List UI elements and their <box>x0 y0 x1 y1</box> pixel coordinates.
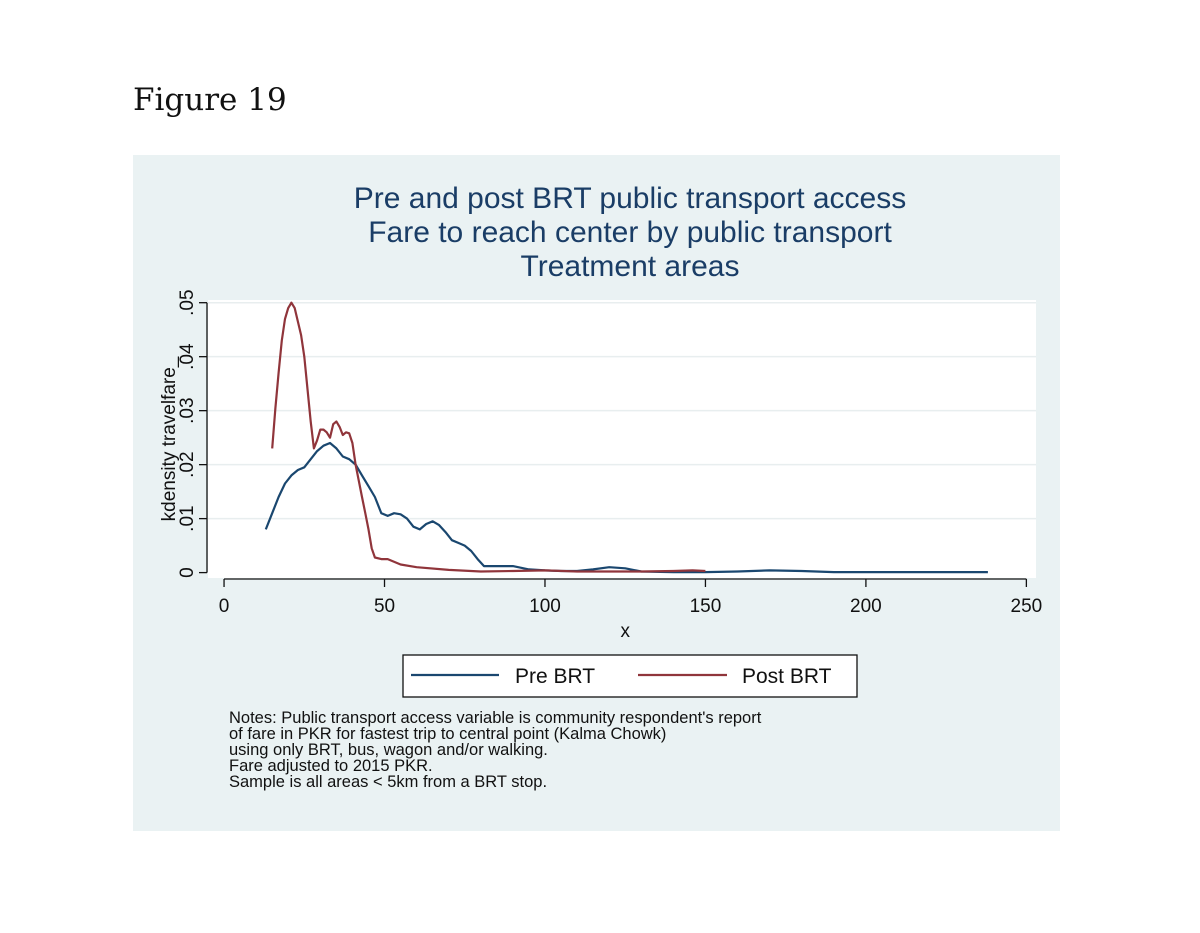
notes: Notes: Public transport access variable … <box>229 709 762 791</box>
legend-label-post-brt: Post BRT <box>742 665 832 688</box>
figure-label: Figure 19 <box>133 82 287 118</box>
chart-title-line: Fare to reach center by public transport <box>368 216 892 249</box>
x-tick-label: 150 <box>690 596 722 617</box>
y-tick-label: .02 <box>177 451 198 477</box>
axes: 0 .01 .02 .03 .04 .05 kdensity travelfare_ 0 50 1… <box>159 289 1042 642</box>
chart-title-line: Treatment areas <box>521 250 740 283</box>
y-tick-label: .01 <box>177 505 198 531</box>
y-tick-label: .05 <box>177 289 198 315</box>
y-tick-label: .03 <box>177 397 198 423</box>
y-tick-label: 0 <box>177 567 198 578</box>
legend-label-pre-brt: Pre BRT <box>515 665 595 688</box>
note-line: of fare in PKR for fastest trip to centr… <box>229 725 667 743</box>
chart-title-line: Pre and post BRT public transport access <box>354 182 907 215</box>
y-axis-title: kdensity travelfare_ <box>159 356 180 521</box>
chart-panel: Pre and post BRT public transport access… <box>133 155 1060 831</box>
series-line-post-brt <box>271 301 706 573</box>
gridlines <box>208 301 1036 520</box>
x-tick-label: 100 <box>529 596 561 617</box>
x-tick-label: 200 <box>850 596 882 617</box>
series-lines <box>264 301 988 574</box>
note-line: using only BRT, bus, wagon and/or walkin… <box>229 741 548 759</box>
note-line: Fare adjusted to 2015 PKR. <box>229 757 433 775</box>
legend: Pre BRT Post BRT <box>402 654 858 698</box>
x-tick-label: 50 <box>374 596 395 617</box>
density-chart: Pre and post BRT public transport access… <box>159 182 1042 698</box>
series-line-pre-brt <box>264 441 988 574</box>
note-line: Notes: Public transport access variable … <box>229 709 762 727</box>
note-line: Sample is all areas < 5km from a BRT sto… <box>229 773 548 791</box>
x-tick-label: 250 <box>1011 596 1043 617</box>
x-tick-label: 0 <box>219 596 230 617</box>
y-tick-label: .04 <box>177 343 198 370</box>
chart-title: Pre and post BRT public transport access… <box>354 182 907 283</box>
x-axis-title: x <box>620 621 630 642</box>
plot-area <box>208 300 1036 578</box>
